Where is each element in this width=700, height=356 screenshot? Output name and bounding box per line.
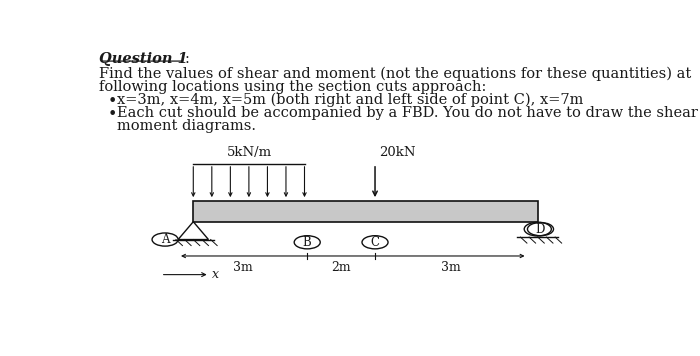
Text: D: D (536, 222, 545, 236)
Text: A: A (161, 233, 169, 246)
Text: B: B (303, 236, 312, 249)
Text: 2m: 2m (331, 261, 351, 274)
Text: x=3m, x=4m, x=5m (both right and left side of point C), x=7m: x=3m, x=4m, x=5m (both right and left si… (118, 93, 584, 107)
Text: Find the values of shear and moment (not the equations for these quantities) at: Find the values of shear and moment (not… (99, 67, 692, 81)
Text: 3m: 3m (442, 261, 461, 274)
Text: •: • (108, 106, 118, 123)
Text: 20kN: 20kN (379, 147, 416, 159)
Text: •: • (108, 93, 118, 110)
Text: Question 1: Question 1 (99, 52, 188, 66)
Text: Each cut should be accompanied by a FBD. You do not have to draw the shear and: Each cut should be accompanied by a FBD.… (118, 106, 700, 120)
Text: following locations using the section cuts approach:: following locations using the section cu… (99, 80, 486, 94)
Text: moment diagrams.: moment diagrams. (118, 119, 256, 133)
Text: x: x (212, 268, 219, 281)
Text: C: C (370, 236, 379, 249)
Text: 3m: 3m (233, 261, 253, 274)
Bar (193, 201, 538, 222)
Text: :: : (184, 52, 189, 66)
Text: 5kN/m: 5kN/m (228, 146, 272, 159)
